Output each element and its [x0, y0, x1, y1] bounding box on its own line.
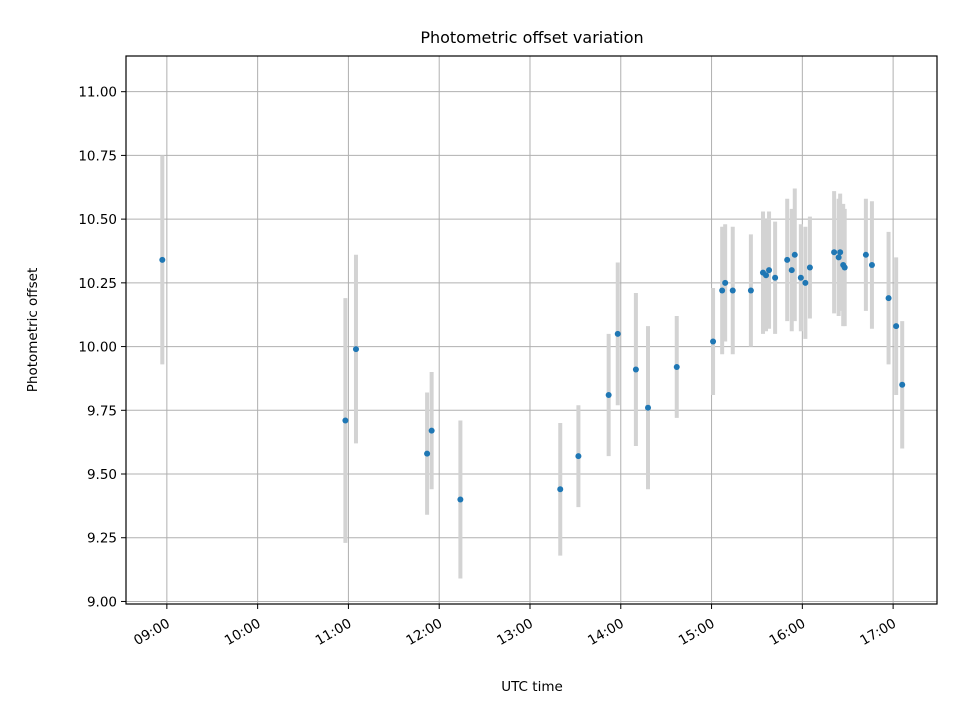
x-tick-label: 17:00 — [857, 616, 899, 649]
y-axis-label: Photometric offset — [25, 268, 41, 392]
x-tick-label: 13:00 — [494, 616, 536, 649]
x-axis-label: UTC time — [501, 679, 563, 695]
data-point — [893, 323, 900, 330]
data-point — [719, 287, 726, 294]
y-tick-label: 10.25 — [78, 276, 117, 292]
grid — [126, 56, 937, 604]
data-point — [673, 363, 680, 370]
data-point — [352, 346, 359, 353]
x-tick-label: 15:00 — [676, 616, 718, 649]
data-point — [729, 287, 736, 294]
data-point — [837, 249, 844, 256]
data-point — [899, 381, 906, 388]
y-tick-label: 10.50 — [78, 212, 117, 228]
data-point — [575, 453, 582, 460]
data-point — [772, 274, 779, 281]
data-point — [788, 267, 795, 274]
data-point — [802, 279, 809, 286]
data-point — [632, 366, 639, 373]
y-tick-label: 9.25 — [87, 531, 117, 547]
data-point — [868, 262, 875, 269]
data-point — [763, 272, 770, 279]
y-tick-label: 9.75 — [87, 403, 117, 419]
data-point — [428, 427, 435, 434]
data-point — [614, 330, 621, 337]
y-tick-label: 10.75 — [78, 148, 117, 164]
data-point — [710, 338, 717, 345]
data-point — [722, 279, 729, 286]
x-tick-label: 12:00 — [404, 616, 446, 649]
data-point — [457, 496, 464, 503]
data-point — [645, 404, 652, 411]
plot-frame — [125, 55, 938, 605]
x-axis-ticks: 09:00 10:00 11:00 12:00 13:00 14:00 15:00 16:00… — [131, 604, 899, 649]
data-point — [159, 256, 166, 263]
x-tick-label: 14:00 — [585, 616, 627, 649]
x-tick-label: 09:00 — [131, 616, 173, 649]
x-tick-label: 11:00 — [313, 616, 355, 649]
data-point — [424, 450, 431, 457]
data-point — [806, 264, 813, 271]
data-point — [797, 274, 804, 281]
data-point — [766, 267, 773, 274]
data-point — [835, 254, 842, 261]
x-tick-label: 10:00 — [222, 616, 264, 649]
y-tick-label: 10.00 — [78, 340, 117, 356]
y-axis-ticks: 9.00 9.25 9.50 9.75 10.00 10.25 10.50 10.75 11.0… — [78, 85, 126, 610]
data-point — [841, 264, 848, 271]
chart-title: Photometric offset variation — [420, 28, 643, 47]
data-point — [885, 295, 892, 302]
data-point — [862, 251, 869, 258]
data-point — [791, 251, 798, 258]
data-point — [784, 256, 791, 263]
data-point — [557, 486, 564, 493]
data-point — [747, 287, 754, 294]
y-tick-label: 9.00 — [87, 594, 117, 610]
data-point — [831, 249, 838, 256]
y-tick-label: 11.00 — [78, 85, 117, 101]
data-point — [605, 391, 612, 398]
y-tick-label: 9.50 — [87, 467, 117, 483]
data-points — [159, 249, 906, 503]
data-point — [342, 417, 349, 424]
x-tick-label: 16:00 — [767, 616, 809, 649]
